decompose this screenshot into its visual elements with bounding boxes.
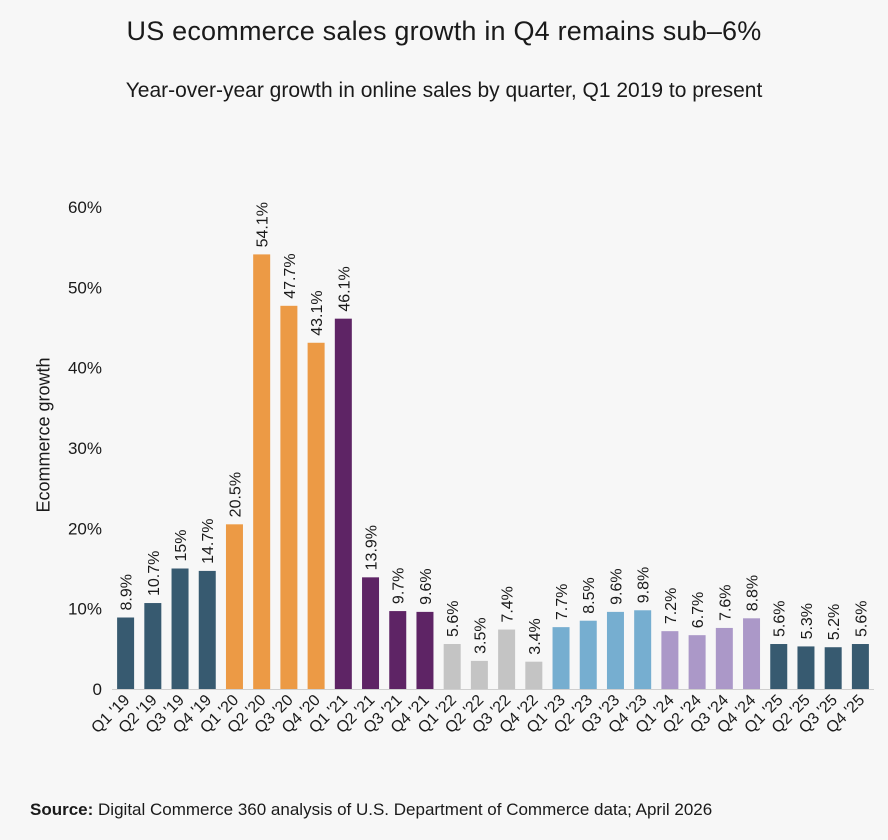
- y-tick-label: 40%: [68, 359, 102, 378]
- y-tick-label: 20%: [68, 519, 102, 538]
- data-label: 13.9%: [364, 525, 381, 570]
- chart-subtitle: Year-over-year growth in online sales by…: [125, 79, 763, 102]
- data-label: 10.7%: [146, 551, 163, 596]
- data-label: 7.7%: [554, 584, 571, 620]
- bar: [743, 618, 761, 689]
- data-label: 9.6%: [608, 568, 625, 604]
- bar: [389, 611, 407, 689]
- bar: [362, 577, 380, 689]
- data-label: 6.7%: [690, 592, 707, 628]
- bar: [634, 610, 652, 689]
- bar: [144, 603, 162, 689]
- data-label: 5.6%: [445, 601, 462, 637]
- data-label: 8.8%: [745, 575, 762, 611]
- y-tick-label: 60%: [68, 198, 102, 217]
- bar: [198, 570, 216, 689]
- data-label: 5.6%: [772, 601, 789, 637]
- data-label: 8.9%: [119, 574, 136, 610]
- bar: [552, 627, 570, 689]
- data-label: 54.1%: [255, 202, 272, 247]
- bar: [715, 627, 733, 689]
- source-note: Source: Digital Commerce 360 analysis of…: [30, 800, 712, 820]
- bar: [307, 342, 325, 689]
- bar: [498, 629, 516, 689]
- bar: [280, 305, 298, 689]
- bar: [117, 617, 135, 689]
- bar: [606, 611, 624, 689]
- bar: [824, 647, 842, 689]
- source-text: Digital Commerce 360 analysis of U.S. De…: [98, 800, 713, 819]
- y-tick-label: 10%: [68, 600, 102, 619]
- y-tick-label: 30%: [68, 439, 102, 458]
- bar: [688, 635, 706, 689]
- bar: [443, 644, 461, 689]
- y-tick-label: 0: [93, 680, 102, 699]
- data-label: 3.5%: [472, 617, 489, 653]
- bar: [579, 620, 597, 689]
- data-label: 15%: [173, 529, 190, 561]
- bar: [851, 644, 869, 689]
- source-label: Source:: [30, 800, 94, 819]
- data-label: 14.7%: [200, 519, 217, 564]
- bar: [770, 644, 788, 689]
- bar: [416, 611, 434, 689]
- y-tick-label: 50%: [68, 278, 102, 297]
- data-label: 5.2%: [826, 604, 843, 640]
- bar: [525, 661, 543, 689]
- data-label: 9.6%: [418, 568, 435, 604]
- chart-title: US ecommerce sales growth in Q4 remains …: [126, 16, 762, 46]
- data-label: 43.1%: [309, 290, 326, 335]
- bar: [171, 568, 189, 689]
- bar: [661, 631, 679, 689]
- data-label: 3.4%: [527, 618, 544, 654]
- data-label: 9.7%: [391, 568, 408, 604]
- bar: [470, 660, 488, 689]
- data-label: 9.8%: [636, 567, 653, 603]
- bar: [797, 646, 815, 689]
- data-label: 7.4%: [500, 586, 517, 622]
- data-label: 7.2%: [663, 588, 680, 624]
- data-label: 5.3%: [799, 603, 816, 639]
- data-label: 7.6%: [717, 584, 734, 620]
- data-label: 5.6%: [853, 601, 870, 637]
- bar: [225, 524, 243, 689]
- data-label: 8.5%: [581, 577, 598, 613]
- bar: [334, 318, 352, 689]
- data-label: 20.5%: [227, 472, 244, 517]
- data-label: 46.1%: [336, 266, 353, 311]
- data-label: 47.7%: [282, 253, 299, 298]
- bar: [253, 254, 271, 689]
